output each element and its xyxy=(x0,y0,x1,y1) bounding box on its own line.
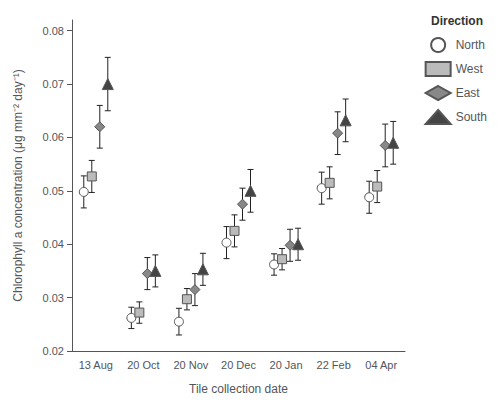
svg-text:0.08: 0.08 xyxy=(43,25,64,37)
svg-text:Tile collection date: Tile collection date xyxy=(189,382,288,396)
svg-text:West: West xyxy=(456,62,484,76)
svg-text:0.03: 0.03 xyxy=(43,292,64,304)
svg-text:East: East xyxy=(456,86,481,100)
svg-text:0.06: 0.06 xyxy=(43,131,64,143)
svg-text:0.05: 0.05 xyxy=(43,185,64,197)
svg-text:0.04: 0.04 xyxy=(43,238,64,250)
svg-text:South: South xyxy=(456,110,487,124)
svg-text:20 Oct: 20 Oct xyxy=(127,359,159,371)
svg-text:13 Aug: 13 Aug xyxy=(79,359,113,371)
svg-text:20 Jan: 20 Jan xyxy=(270,359,303,371)
svg-text:Direction: Direction xyxy=(431,14,483,28)
svg-text:0.07: 0.07 xyxy=(43,78,64,90)
svg-text:20 Nov: 20 Nov xyxy=(173,359,208,371)
svg-text:20 Dec: 20 Dec xyxy=(221,359,256,371)
svg-text:Chlorophyll a concentration (μ: Chlorophyll a concentration (μg mm⁻² day… xyxy=(11,69,25,301)
svg-text:22 Feb: 22 Feb xyxy=(317,359,351,371)
svg-text:04 Apr: 04 Apr xyxy=(365,359,397,371)
svg-text:0.02: 0.02 xyxy=(43,345,64,357)
svg-text:North: North xyxy=(456,38,485,52)
